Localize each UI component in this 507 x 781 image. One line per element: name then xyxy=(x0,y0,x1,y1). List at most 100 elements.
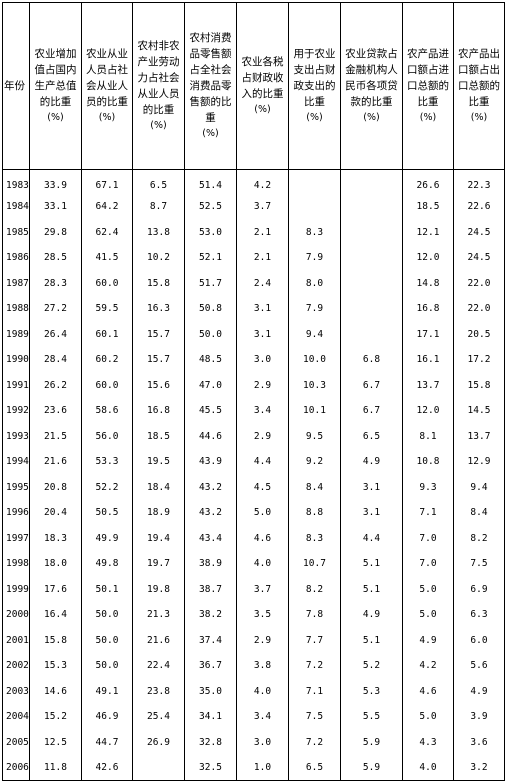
value-cell: 6.3 xyxy=(453,604,505,630)
value-cell: 5.9 xyxy=(340,757,403,781)
value-cell: 18.4 xyxy=(132,476,185,502)
table-row: 1990 28.4 60.2 15.7 48.5 3.0 10.0 6.8 16.1 17.2 xyxy=(2,349,505,375)
value-cell: 10.3 xyxy=(288,374,341,400)
table-row: 1992 23.6 58.6 16.8 45.5 3.4 10.1 6.7 12.0 14.5 xyxy=(2,400,505,426)
value-cell: 15.8 xyxy=(132,272,185,298)
table-row: 1996 20.4 50.5 18.9 43.2 5.0 8.8 3.1 7.1 8.4 xyxy=(2,502,505,528)
value-cell: 25.4 xyxy=(132,706,185,732)
value-cell: 13.7 xyxy=(402,374,454,400)
value-cell: 3.7 xyxy=(236,578,289,604)
value-cell: 26.9 xyxy=(132,731,185,757)
value-cell: 59.5 xyxy=(81,298,133,324)
value-cell: 16.8 xyxy=(402,298,454,324)
value-cell: 2.9 xyxy=(236,374,289,400)
table-row: 1999 17.6 50.1 19.8 38.7 3.7 8.2 5.1 5.0 6.9 xyxy=(2,578,505,604)
year-cell: 1999 xyxy=(2,578,30,604)
value-cell xyxy=(288,169,341,196)
header-ag-expenditure-share: 用于农业支出占财政支出的比重 (%) xyxy=(288,2,341,170)
table-row: 2002 15.3 50.0 22.4 36.7 3.8 7.2 5.2 4.2 5.6 xyxy=(2,655,505,681)
value-cell: 5.0 xyxy=(402,578,454,604)
value-cell: 22.0 xyxy=(453,272,505,298)
value-cell: 4.5 xyxy=(236,476,289,502)
value-cell: 8.7 xyxy=(132,196,185,222)
header-unit: (%) xyxy=(150,120,167,131)
value-cell: 16.8 xyxy=(132,400,185,426)
table-row: 1987 28.3 60.0 15.8 51.7 2.4 8.0 14.8 22.0 xyxy=(2,272,505,298)
value-cell: 22.3 xyxy=(453,169,505,196)
value-cell: 7.9 xyxy=(288,298,341,324)
value-cell: 43.9 xyxy=(184,451,237,477)
value-cell: 8.3 xyxy=(288,221,341,247)
value-cell: 17.1 xyxy=(402,323,454,349)
year-cell: 2002 xyxy=(2,655,30,681)
value-cell: 51.4 xyxy=(184,169,237,196)
value-cell: 9.3 xyxy=(402,476,454,502)
value-cell: 9.2 xyxy=(288,451,341,477)
value-cell: 38.9 xyxy=(184,553,237,579)
value-cell: 5.9 xyxy=(340,731,403,757)
value-cell: 38.7 xyxy=(184,578,237,604)
value-cell: 7.2 xyxy=(288,655,341,681)
header-year: 年份 xyxy=(2,2,30,170)
table-row: 1988 27.2 59.5 16.3 50.8 3.1 7.9 16.8 22.0 xyxy=(2,298,505,324)
value-cell: 14.8 xyxy=(402,272,454,298)
value-cell xyxy=(340,247,403,273)
value-cell: 8.2 xyxy=(288,578,341,604)
value-cell: 62.4 xyxy=(81,221,133,247)
table-row: 2006 11.8 42.6 32.5 1.0 6.5 5.9 4.0 3.2 xyxy=(2,757,505,781)
value-cell: 7.7 xyxy=(288,629,341,655)
value-cell: 6.7 xyxy=(340,374,403,400)
value-cell: 7.0 xyxy=(402,553,454,579)
value-cell: 18.3 xyxy=(29,527,82,553)
value-cell: 67.1 xyxy=(81,169,133,196)
table-row: 1985 29.8 62.4 13.8 53.0 2.1 8.3 12.1 24.5 xyxy=(2,221,505,247)
value-cell: 19.8 xyxy=(132,578,185,604)
value-cell: 20.8 xyxy=(29,476,82,502)
value-cell: 58.6 xyxy=(81,400,133,426)
value-cell: 6.7 xyxy=(340,400,403,426)
value-cell: 52.2 xyxy=(81,476,133,502)
value-cell: 5.1 xyxy=(340,578,403,604)
value-cell: 8.2 xyxy=(453,527,505,553)
value-cell: 15.7 xyxy=(132,349,185,375)
table-row: 1986 28.5 41.5 10.2 52.1 2.1 7.9 12.0 24.5 xyxy=(2,247,505,273)
value-cell: 2.4 xyxy=(236,272,289,298)
header-unit: (%) xyxy=(306,112,323,123)
table-row: 1984 33.1 64.2 8.7 52.5 3.7 18.5 22.6 xyxy=(2,196,505,222)
header-label: 农业增加值占国内生产总值的比重 xyxy=(34,48,77,108)
value-cell: 50.5 xyxy=(81,502,133,528)
year-cell: 2000 xyxy=(2,604,30,630)
value-cell: 10.0 xyxy=(288,349,341,375)
value-cell: 10.8 xyxy=(402,451,454,477)
value-cell: 19.4 xyxy=(132,527,185,553)
value-cell: 6.0 xyxy=(453,629,505,655)
value-cell: 34.1 xyxy=(184,706,237,732)
value-cell xyxy=(340,196,403,222)
value-cell xyxy=(340,323,403,349)
table-row: 2000 16.4 50.0 21.3 38.2 3.5 7.8 4.9 5.0 6.3 xyxy=(2,604,505,630)
value-cell: 7.0 xyxy=(402,527,454,553)
value-cell: 20.4 xyxy=(29,502,82,528)
value-cell: 15.7 xyxy=(132,323,185,349)
header-label: 农产品出口额占出口总额的比重 xyxy=(458,48,500,108)
value-cell: 10.2 xyxy=(132,247,185,273)
value-cell: 28.5 xyxy=(29,247,82,273)
value-cell: 8.8 xyxy=(288,502,341,528)
value-cell: 41.5 xyxy=(81,247,133,273)
header-label: 用于农业支出占财政支出的比重 xyxy=(293,48,336,108)
value-cell: 19.7 xyxy=(132,553,185,579)
value-cell: 28.4 xyxy=(29,349,82,375)
header-unit: (%) xyxy=(202,128,219,139)
value-cell: 3.8 xyxy=(236,655,289,681)
value-cell: 21.6 xyxy=(132,629,185,655)
value-cell: 12.0 xyxy=(402,400,454,426)
value-cell: 38.2 xyxy=(184,604,237,630)
value-cell: 26.6 xyxy=(402,169,454,196)
value-cell: 6.5 xyxy=(132,169,185,196)
value-cell: 50.0 xyxy=(81,604,133,630)
value-cell: 7.1 xyxy=(402,502,454,528)
value-cell: 16.4 xyxy=(29,604,82,630)
year-cell: 1989 xyxy=(2,323,30,349)
value-cell: 5.0 xyxy=(402,706,454,732)
